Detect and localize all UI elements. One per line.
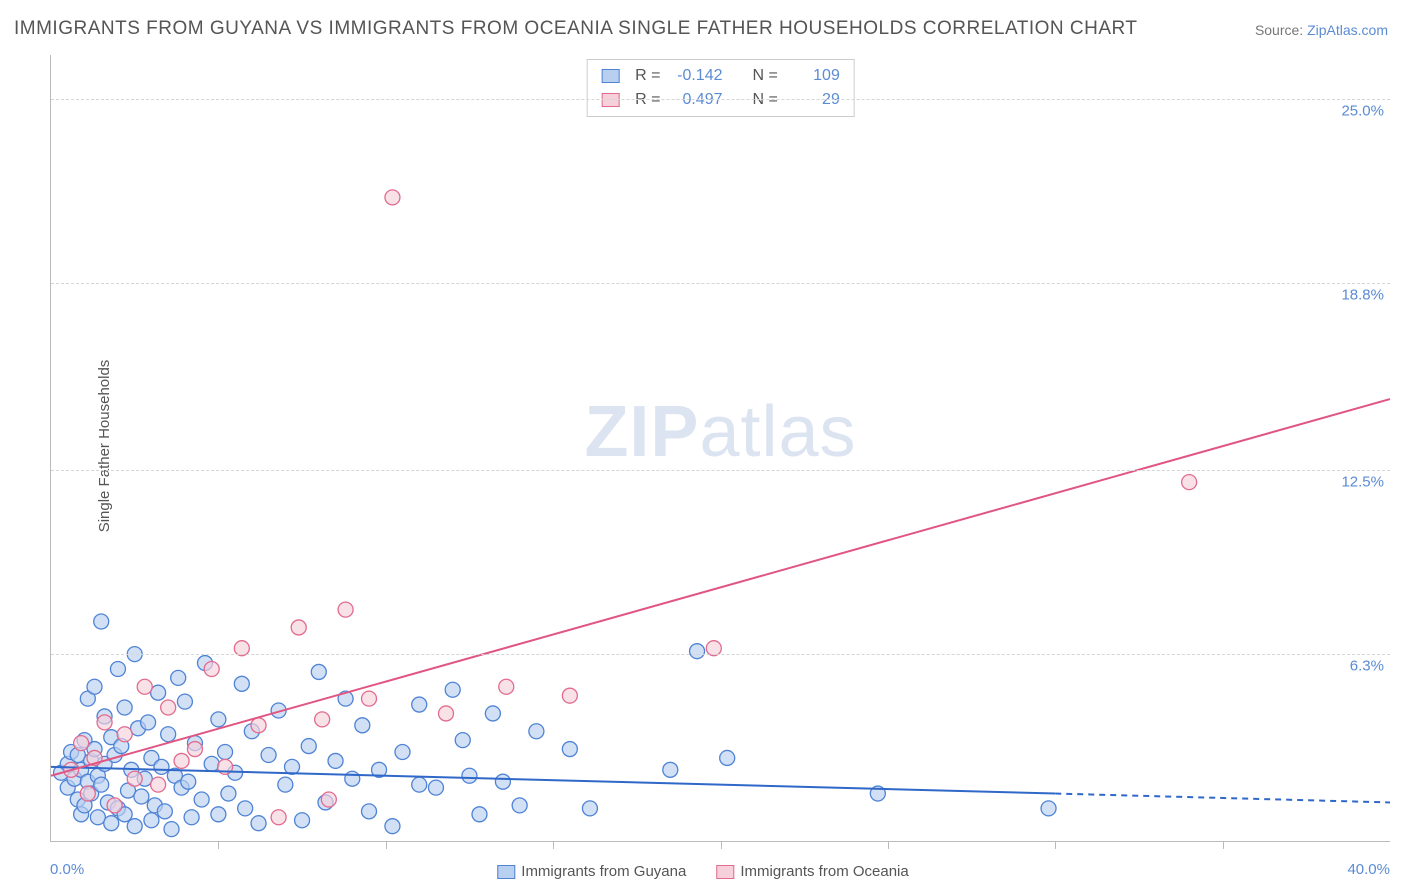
x-tick [386, 841, 387, 849]
n-value: 109 [788, 64, 840, 88]
x-axis-max-label: 40.0% [1347, 861, 1390, 878]
y-tick-label: 25.0% [1341, 103, 1384, 120]
legend-label: Immigrants from Oceania [740, 863, 908, 880]
regression-line-extrapolated [1055, 794, 1390, 803]
stats-legend-row: R = -0.142 N = 109 [601, 64, 840, 88]
legend-swatch [601, 69, 619, 83]
r-value: -0.142 [671, 64, 723, 88]
regression-line [51, 399, 1390, 776]
r-label: R = [635, 64, 660, 88]
y-tick-label: 18.8% [1341, 287, 1384, 304]
gridline [51, 99, 1390, 100]
regression-lines-layer [51, 55, 1390, 841]
bottom-legend: Immigrants from Guyana Immigrants from Oc… [497, 863, 908, 880]
legend-item: Immigrants from Oceania [716, 863, 908, 880]
gridline [51, 470, 1390, 471]
x-axis-min-label: 0.0% [50, 861, 84, 878]
x-tick [1223, 841, 1224, 849]
source-attribution: Source: ZipAtlas.com [1255, 22, 1388, 38]
x-tick [721, 841, 722, 849]
gridline [51, 283, 1390, 284]
y-tick-label: 12.5% [1341, 474, 1384, 491]
x-tick [218, 841, 219, 849]
source-link[interactable]: ZipAtlas.com [1307, 22, 1388, 38]
x-tick [888, 841, 889, 849]
gridline [51, 654, 1390, 655]
legend-swatch [716, 865, 734, 879]
y-tick-label: 6.3% [1350, 658, 1384, 675]
x-tick [553, 841, 554, 849]
regression-line [51, 767, 1055, 794]
n-label: N = [753, 64, 778, 88]
plot-area: ZIPatlas R =-0.142N =109R =0.497N =29 6.… [50, 55, 1390, 842]
chart-title: IMMIGRANTS FROM GUYANA VS IMMIGRANTS FRO… [14, 18, 1138, 40]
source-label: Source: [1255, 22, 1303, 38]
legend-item: Immigrants from Guyana [497, 863, 686, 880]
x-tick [1055, 841, 1056, 849]
stats-legend: R =-0.142N =109R =0.497N =29 [586, 59, 855, 117]
legend-label: Immigrants from Guyana [521, 863, 686, 880]
legend-swatch [497, 865, 515, 879]
